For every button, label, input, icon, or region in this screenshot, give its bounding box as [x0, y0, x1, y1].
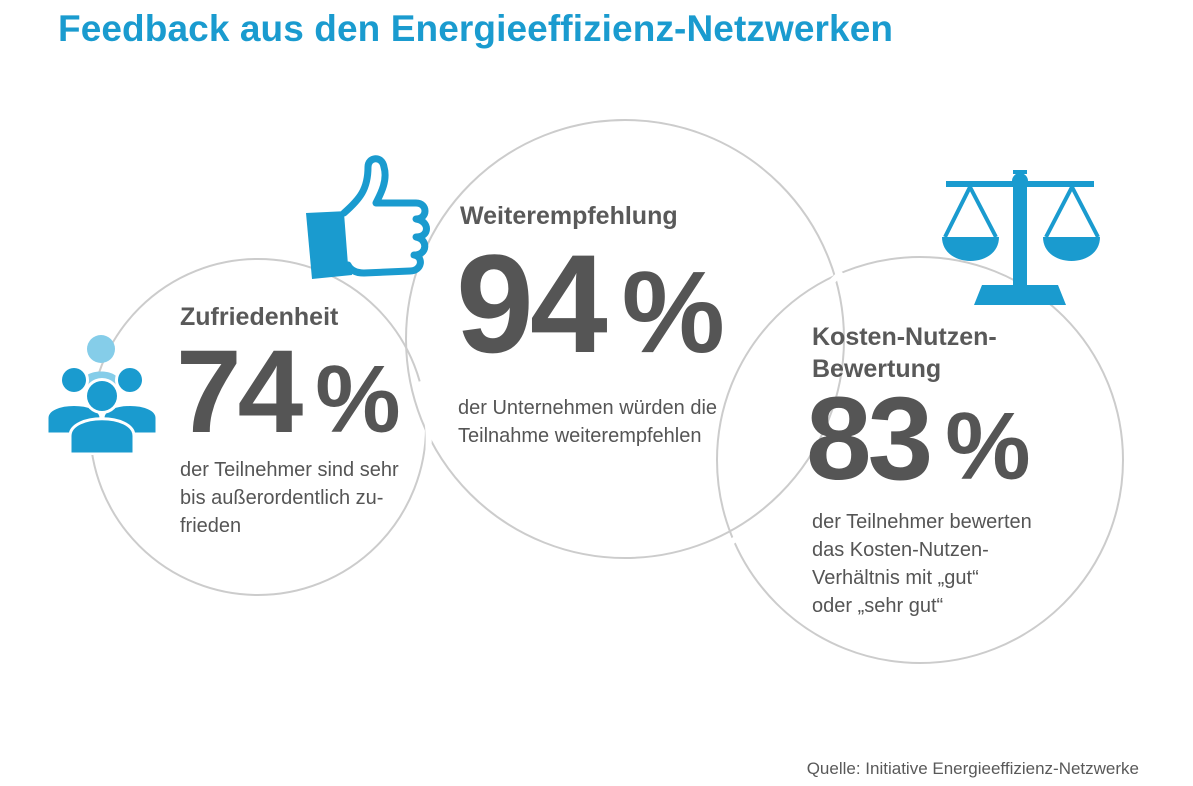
cost-benefit-number: 83	[806, 373, 933, 505]
page-title: Feedback aus den Energieeffizienz-Netzwe…	[58, 8, 894, 49]
cost-benefit-percent: %	[945, 393, 1031, 500]
satisfaction-percent: %	[315, 346, 401, 453]
satisfaction-label: Zufriedenheit	[180, 303, 339, 331]
recommendation-description: der Unternehmen würden die Teilnahme wei…	[458, 397, 718, 447]
recommendation-percent: %	[621, 247, 725, 377]
recommendation-label: Weiterempfehlung	[460, 202, 678, 230]
people-group-icon	[45, 335, 159, 455]
scale-icon	[942, 170, 1100, 305]
satisfaction-description: der Teilnehmer sind sehr bis außerordent…	[180, 459, 399, 537]
recommendation-value: 94%	[456, 234, 725, 374]
recommendation-number: 94	[456, 225, 608, 382]
cost-benefit-label: Kosten-Nutzen- Bewertung	[812, 323, 997, 383]
source-note: Quelle: Initiative Energieeffizienz-Netz…	[806, 759, 1139, 778]
thumbs-up-icon	[306, 155, 430, 279]
cost-benefit-value: 83%	[806, 380, 1031, 498]
satisfaction-value: 74%	[176, 333, 401, 451]
satisfaction-number: 74	[176, 326, 303, 458]
cost-benefit-description: der Teilnehmer bewerten das Kosten-Nutze…	[812, 511, 1032, 617]
